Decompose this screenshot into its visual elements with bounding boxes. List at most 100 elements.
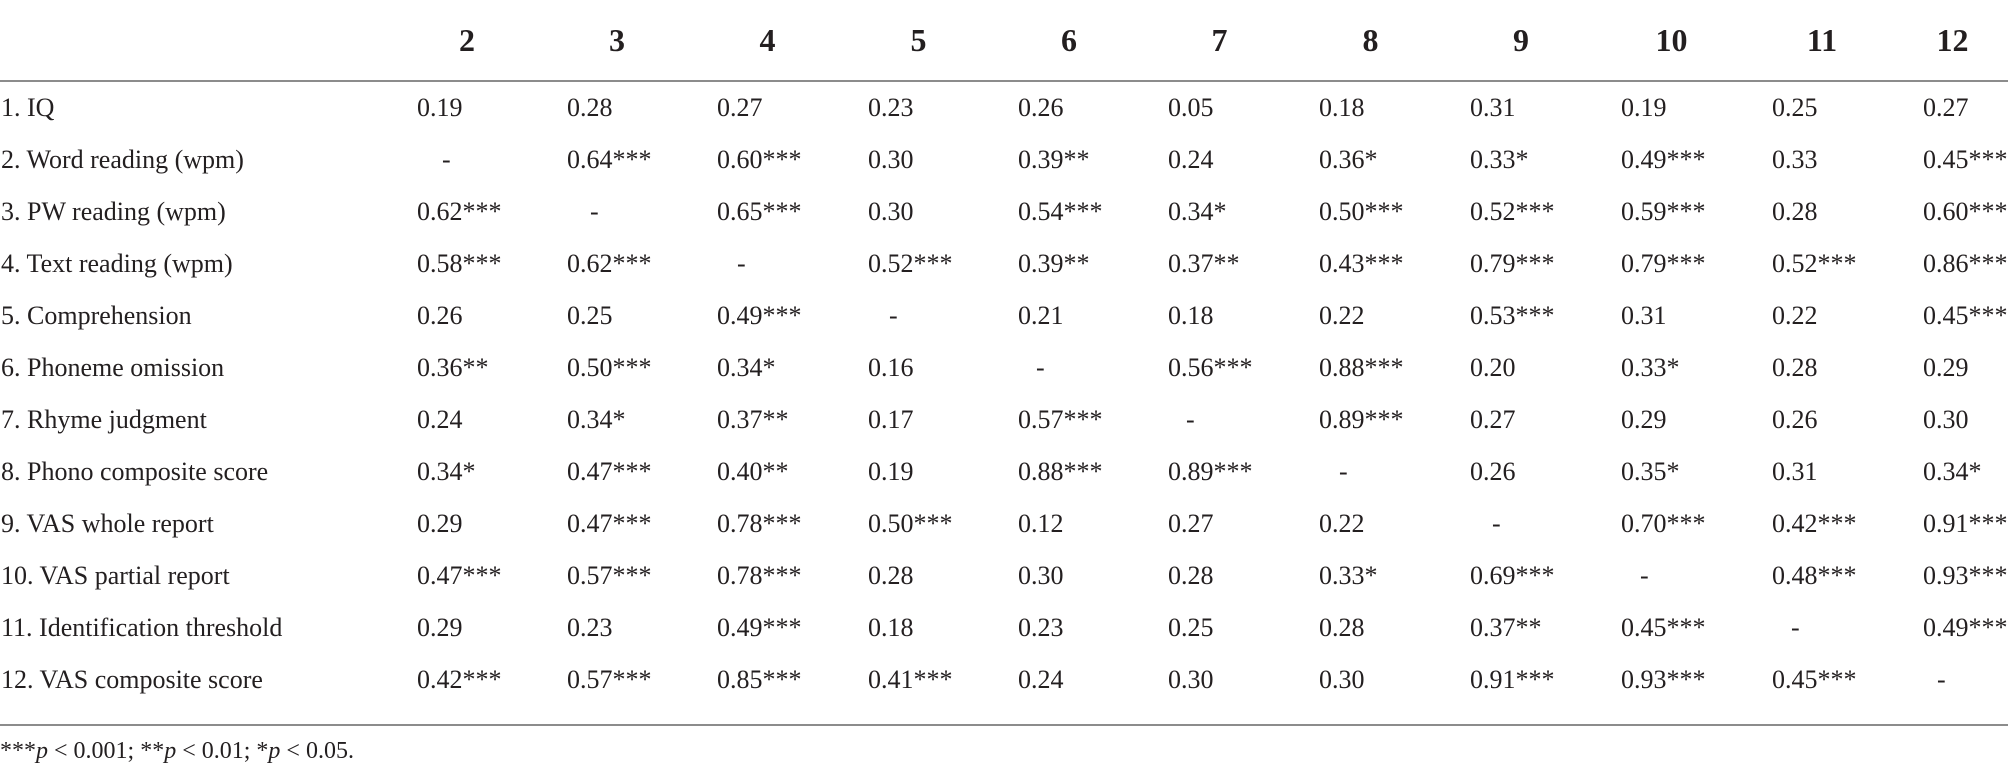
cell-value: 0.25 bbox=[567, 301, 613, 330]
table-row: 5. Comprehension 0.26 0.25 0.49*** - 0.21 0.18… bbox=[0, 290, 2008, 342]
cell-value: 0.60*** bbox=[1923, 197, 2008, 226]
table-cell: 0.22 bbox=[1747, 290, 1897, 342]
cell-value: 0.23 bbox=[567, 613, 613, 642]
table-cell: 0.26 bbox=[392, 290, 542, 342]
header-cell-col-10: 10 bbox=[1596, 0, 1747, 82]
table-cell: 0.18 bbox=[843, 602, 994, 654]
table-cell: 0.24 bbox=[994, 654, 1144, 706]
table-cell: 0.60*** bbox=[692, 134, 843, 186]
cell-value: 0.41*** bbox=[868, 665, 953, 694]
cell-value: 0.27 bbox=[1923, 93, 1969, 122]
cell-value: 0.22 bbox=[1319, 301, 1365, 330]
table-cell: 0.37** bbox=[1144, 238, 1295, 290]
row-label: 12. VAS composite score bbox=[1, 665, 263, 694]
table-cell: 0.22 bbox=[1295, 498, 1446, 550]
table-cell: 0.57*** bbox=[994, 394, 1144, 446]
table-cell: 0.19 bbox=[843, 446, 994, 498]
cell-value: 0.31 bbox=[1772, 457, 1818, 486]
table-cell: 0.56*** bbox=[1144, 342, 1295, 394]
table-cell: 0.57*** bbox=[542, 550, 692, 602]
cell-value: 0.31 bbox=[1621, 301, 1667, 330]
table-cell: 0.39** bbox=[994, 238, 1144, 290]
cell-value: 0.19 bbox=[1621, 93, 1667, 122]
table-cell: 0.29 bbox=[1897, 342, 2008, 394]
table-cell: 0.33* bbox=[1596, 342, 1747, 394]
footnote-p-symbol: p bbox=[164, 738, 177, 764]
cell-value: 0.36** bbox=[417, 353, 489, 382]
table-cell: 0.49*** bbox=[1897, 602, 2008, 654]
cell-value: 0.93*** bbox=[1621, 665, 1706, 694]
table-cell: 0.91*** bbox=[1446, 654, 1596, 706]
cell-value: 0.34* bbox=[417, 457, 476, 486]
cell-value: 0.47*** bbox=[567, 457, 652, 486]
table-cell: 0.35* bbox=[1596, 446, 1747, 498]
table-cell: 0.30 bbox=[994, 550, 1144, 602]
cell-value: 0.57*** bbox=[567, 561, 652, 590]
cell-value: 0.50*** bbox=[868, 509, 953, 538]
cell-value: - bbox=[1339, 457, 1348, 486]
row-label: 7. Rhyme judgment bbox=[1, 405, 207, 434]
cell-value: 0.05 bbox=[1168, 93, 1214, 122]
cell-value: 0.36* bbox=[1319, 145, 1378, 174]
table-cell: - bbox=[1144, 394, 1295, 446]
header-cell-col-2: 2 bbox=[392, 0, 542, 82]
row-label: 1. IQ bbox=[1, 93, 55, 122]
cell-value: 0.85*** bbox=[717, 665, 802, 694]
row-label: 4. Text reading (wpm) bbox=[1, 249, 233, 278]
table-cell: 0.28 bbox=[1747, 186, 1897, 238]
cell-value: 0.34* bbox=[717, 353, 776, 382]
table-cell: 0.62*** bbox=[542, 238, 692, 290]
table-cell: 0.39** bbox=[994, 134, 1144, 186]
table-cell: 0.47*** bbox=[392, 550, 542, 602]
footnote-text: < 0.01; * bbox=[176, 738, 269, 764]
table-cell: 0.78*** bbox=[692, 498, 843, 550]
footnote-text: < 0.05. bbox=[280, 738, 354, 764]
table-cell: 0.29 bbox=[392, 498, 542, 550]
table-cell: 0.52*** bbox=[843, 238, 994, 290]
header-cell-col-11: 11 bbox=[1747, 0, 1897, 82]
table-cell: 0.29 bbox=[1596, 394, 1747, 446]
cell-value: 0.50*** bbox=[567, 353, 652, 382]
table-cell: 0.88*** bbox=[994, 446, 1144, 498]
table-cell: 0.52*** bbox=[1446, 186, 1596, 238]
table-cell: 0.30 bbox=[1897, 394, 2008, 446]
cell-value: 0.26 bbox=[417, 301, 463, 330]
cell-value: 0.49*** bbox=[717, 613, 802, 642]
table-cell: 0.34* bbox=[1897, 446, 2008, 498]
cell-value: 0.25 bbox=[1168, 613, 1214, 642]
cell-value: 0.17 bbox=[868, 405, 914, 434]
table-cell: 0.93*** bbox=[1897, 550, 2008, 602]
table-cell: 0.31 bbox=[1747, 446, 1897, 498]
table-bottom-rule bbox=[0, 724, 2008, 726]
cell-value: 0.35* bbox=[1621, 457, 1680, 486]
table-cell: 0.27 bbox=[1446, 394, 1596, 446]
cell-value: 0.22 bbox=[1772, 301, 1818, 330]
cell-value: 0.40** bbox=[717, 457, 789, 486]
header-cell-col-12: 12 bbox=[1897, 0, 2008, 82]
table-cell: 0.34* bbox=[542, 394, 692, 446]
table-cell: 0.52*** bbox=[1747, 238, 1897, 290]
table-body: 1. IQ 0.19 0.28 0.27 0.23 0.26 0.05 0.18 0.31 0.1… bbox=[0, 81, 2008, 706]
cell-value: 0.60*** bbox=[717, 145, 802, 174]
cell-value: 0.56*** bbox=[1168, 353, 1253, 382]
correlation-table-container: 2 3 4 5 6 7 8 9 10 11 12 1. IQ 0.19 0.28 0.27 0.23 0.26… bbox=[0, 0, 2008, 706]
cell-value: 0.42*** bbox=[1772, 509, 1857, 538]
cell-value: 0.52*** bbox=[1772, 249, 1857, 278]
table-cell: 0.33 bbox=[1747, 134, 1897, 186]
table-cell: 0.25 bbox=[1144, 602, 1295, 654]
table-row: 10. VAS partial report 0.47*** 0.57*** 0.78… bbox=[0, 550, 2008, 602]
cell-value: 0.18 bbox=[1319, 93, 1365, 122]
footnote-text: *** bbox=[0, 738, 36, 764]
table-cell: 0.30 bbox=[1144, 654, 1295, 706]
table-cell: 0.19 bbox=[392, 81, 542, 134]
table-cell: 0.85*** bbox=[692, 654, 843, 706]
cell-value: 0.27 bbox=[1168, 509, 1214, 538]
table-cell: 0.49*** bbox=[692, 602, 843, 654]
cell-value: 0.91*** bbox=[1470, 665, 1555, 694]
table-cell: 0.36* bbox=[1295, 134, 1446, 186]
cell-value: 0.28 bbox=[567, 93, 613, 122]
cell-value: 0.52*** bbox=[868, 249, 953, 278]
cell-value: 0.88*** bbox=[1319, 353, 1404, 382]
table-cell: 0.23 bbox=[843, 81, 994, 134]
table-cell: - bbox=[692, 238, 843, 290]
